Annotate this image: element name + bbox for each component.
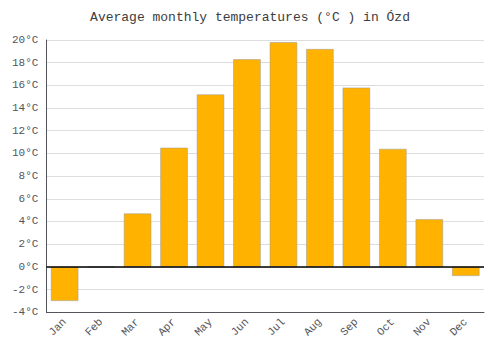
svg-text:14°C: 14°C xyxy=(12,102,39,114)
svg-text:Mar: Mar xyxy=(119,316,141,338)
svg-text:10°C: 10°C xyxy=(12,147,39,159)
svg-text:Apr: Apr xyxy=(156,316,178,338)
svg-text:8°C: 8°C xyxy=(19,170,39,182)
svg-text:-2°C: -2°C xyxy=(12,284,39,296)
svg-text:6°C: 6°C xyxy=(19,193,39,205)
svg-text:May: May xyxy=(192,316,215,339)
svg-text:Feb: Feb xyxy=(83,316,105,338)
svg-text:Sep: Sep xyxy=(338,316,360,338)
svg-text:16°C: 16°C xyxy=(12,79,39,91)
svg-text:Jun: Jun xyxy=(229,316,251,338)
svg-text:4°C: 4°C xyxy=(19,215,39,227)
svg-text:-4°C: -4°C xyxy=(12,306,39,318)
svg-text:Jan: Jan xyxy=(46,316,68,338)
svg-text:Dec: Dec xyxy=(448,316,470,338)
svg-text:2°C: 2°C xyxy=(19,238,39,250)
svg-text:Aug: Aug xyxy=(302,316,324,338)
svg-text:Average monthly temperatures (: Average monthly temperatures (°C ) in Óz… xyxy=(90,10,410,25)
svg-text:Jul: Jul xyxy=(265,316,287,338)
svg-text:12°C: 12°C xyxy=(12,125,39,137)
svg-text:0°C: 0°C xyxy=(19,261,39,273)
svg-text:20°C: 20°C xyxy=(12,34,39,46)
svg-text:Nov: Nov xyxy=(411,316,434,339)
svg-text:Oct: Oct xyxy=(375,316,397,338)
svg-text:18°C: 18°C xyxy=(12,57,39,69)
